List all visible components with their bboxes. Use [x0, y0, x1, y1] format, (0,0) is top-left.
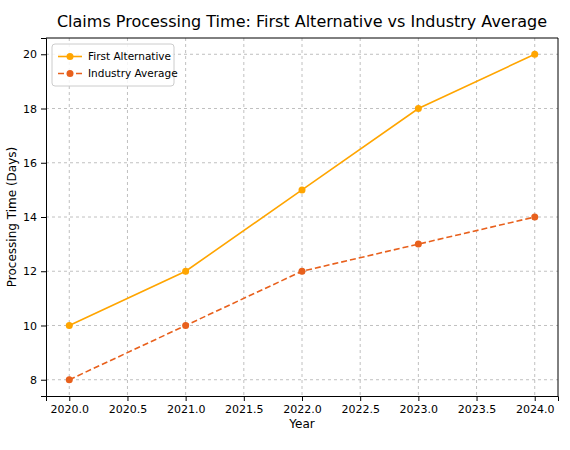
point — [415, 105, 422, 112]
point — [66, 376, 73, 383]
point — [66, 322, 73, 329]
grid-line — [69, 38, 70, 396]
legend: First Alternative Industry Average — [52, 44, 178, 86]
point — [299, 268, 306, 275]
point — [531, 214, 538, 221]
axis-line — [41, 39, 47, 397]
legend-marker — [67, 70, 74, 77]
chart: 2020.0 2020.5 2021.0 2021.5 2022.0 2022.5 2023… — [0, 0, 570, 450]
tick-mark — [41, 54, 46, 55]
tick-mark — [186, 396, 187, 401]
tick: 2024.0 — [516, 396, 555, 416]
tick-label: 2020.5 — [109, 403, 148, 416]
point — [299, 186, 306, 193]
grid-line — [46, 379, 558, 380]
x-axis-title: Year — [288, 417, 314, 431]
point — [531, 51, 538, 58]
tick-label: 2021.0 — [167, 403, 206, 416]
tick: 2021.0 — [167, 396, 206, 416]
title: Claims Processing Time: First Alternativ… — [57, 12, 547, 31]
tick: 12 — [23, 265, 46, 278]
tick: 2022.0 — [283, 396, 322, 416]
tick: 16 — [23, 157, 46, 170]
tick-label: 16 — [23, 157, 37, 170]
tick-label: 2021.5 — [225, 403, 264, 416]
grid-line — [302, 38, 303, 396]
tick: 2020.5 — [109, 396, 148, 416]
tick: 2022.5 — [341, 396, 380, 416]
tick-mark — [535, 396, 536, 401]
grid-line — [127, 38, 128, 396]
tick-mark — [41, 109, 46, 110]
tick: 10 — [23, 320, 46, 333]
grid-line — [46, 325, 558, 326]
grid-line — [476, 38, 477, 396]
tick: 2020.0 — [51, 396, 90, 416]
legend-marker — [67, 53, 74, 60]
tick-label: 2022.0 — [283, 403, 322, 416]
tick: 18 — [23, 103, 46, 116]
tick-mark — [127, 396, 128, 401]
tick-mark — [41, 217, 46, 218]
y-axis-title: Processing Time (Days) — [5, 147, 19, 287]
tick-mark — [244, 396, 245, 401]
legend-label: Industry Average — [88, 67, 178, 79]
legend-label: First Alternative — [88, 50, 171, 62]
tick-mark — [41, 271, 46, 272]
axis-line — [47, 397, 559, 402]
tick-mark — [41, 325, 46, 326]
tick-label: 2022.5 — [341, 403, 380, 416]
tick-label: 2023.5 — [458, 403, 497, 416]
frame — [558, 38, 559, 396]
tick-label: 12 — [23, 265, 37, 278]
tick-label: 14 — [23, 211, 37, 224]
tick-mark — [360, 396, 361, 401]
tick-label: 10 — [23, 320, 37, 333]
frame — [46, 38, 558, 39]
grid — [46, 38, 558, 396]
point — [182, 322, 189, 329]
series-line — [69, 217, 534, 380]
y-axis: 8 10 12 14 16 18 20 — [23, 39, 47, 397]
plot-area: 2020.0 2020.5 2021.0 2021.5 2022.0 2022.5 2023… — [23, 38, 559, 416]
tick-label: 8 — [30, 374, 37, 387]
tick: 2023.5 — [458, 396, 497, 416]
tick: 8 — [30, 374, 46, 387]
tick-mark — [41, 163, 46, 164]
tick: 2023.0 — [400, 396, 439, 416]
tick-label: 20 — [23, 48, 37, 61]
tick: 2021.5 — [225, 396, 264, 416]
tick-mark — [69, 396, 70, 401]
tick-mark — [477, 396, 478, 401]
tick-mark — [418, 396, 419, 401]
tick-mark — [302, 396, 303, 401]
series-line — [69, 54, 534, 325]
tick-label: 18 — [23, 103, 37, 116]
tick-label: 2020.0 — [51, 403, 90, 416]
marks — [66, 51, 538, 383]
tick-label: 2024.0 — [516, 403, 555, 416]
legend-box — [52, 44, 174, 86]
grid-line — [46, 108, 558, 109]
tick: 20 — [23, 48, 46, 61]
tick: 14 — [23, 211, 46, 224]
point — [415, 241, 422, 248]
grid-line — [46, 217, 558, 218]
x-axis: 2020.0 2020.5 2021.0 2021.5 2022.0 2022.5 2023… — [47, 396, 559, 416]
tick-mark — [41, 380, 46, 381]
grid-line — [46, 162, 558, 163]
tick-label: 2023.0 — [400, 403, 439, 416]
point — [182, 268, 189, 275]
